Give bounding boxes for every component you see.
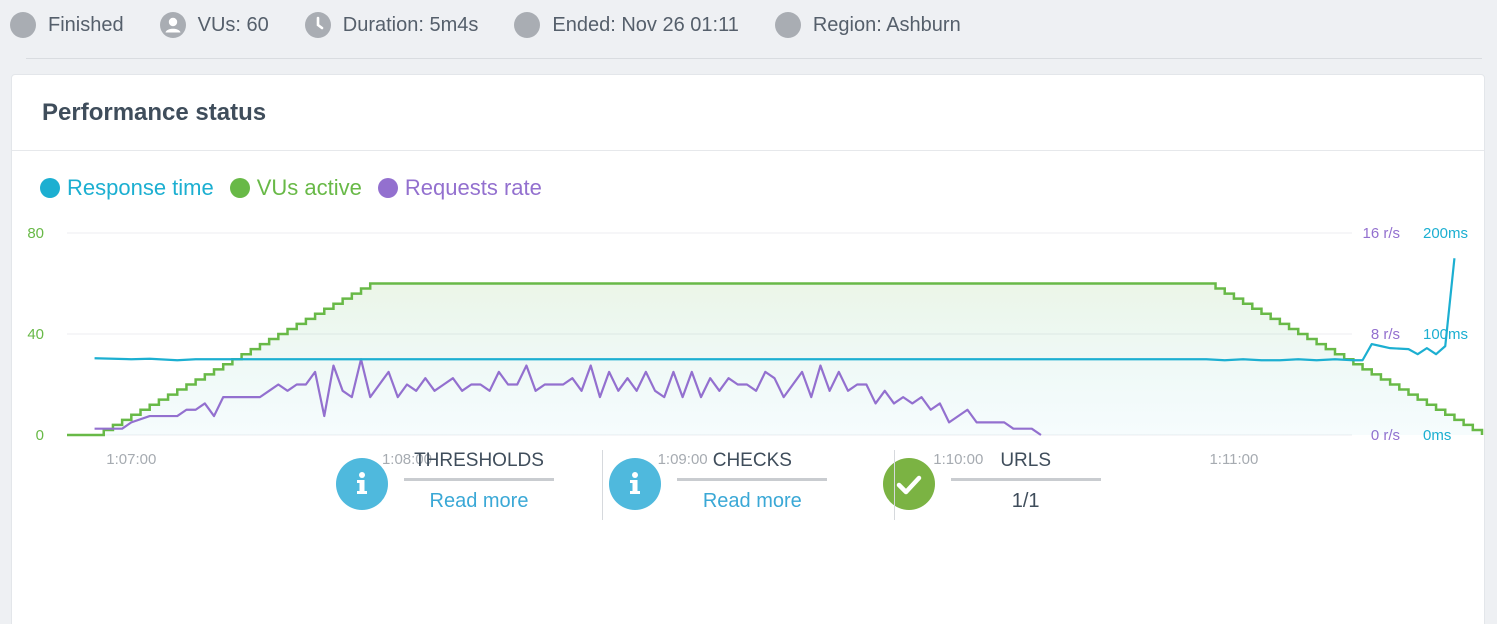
thresholds-info-icon xyxy=(336,458,388,510)
vus-active-line xyxy=(67,282,1484,437)
x-axis-tick-label: 1:11:00 xyxy=(1209,451,1258,468)
card-title: Performance status xyxy=(42,99,267,126)
x-axis-tick-label: 1:09:00 xyxy=(658,451,708,468)
legend-response-time-dot xyxy=(40,178,60,198)
chart-legend: Response time VUs active Requests rate xyxy=(40,175,558,201)
card-header-divider xyxy=(12,150,1484,151)
checks-read-more-link[interactable]: Read more xyxy=(702,490,802,512)
thresholds-block: THRESHOLDS Read more xyxy=(336,448,609,522)
summary-divider-1 xyxy=(602,450,603,520)
left-axis-tick-label: 0 xyxy=(36,427,44,444)
time-axis-tick-label: 200ms xyxy=(1423,225,1468,242)
urls-label: URLS xyxy=(950,450,1101,481)
performance-status-card: Performance status Response time VUs act… xyxy=(11,74,1485,624)
legend-vus-active-dot xyxy=(229,178,250,198)
x-axis-tick-label: 1:10:00 xyxy=(933,451,983,468)
globe-dot-icon xyxy=(774,12,801,38)
legend-vus-active-label: VUs active xyxy=(256,175,362,200)
rate-axis-tick-label: 8 r/s xyxy=(1371,326,1400,343)
urls-value[interactable]: 1/1 xyxy=(1011,490,1040,512)
status-duration: Duration: 5m4s xyxy=(304,12,479,38)
duration-label: Duration: 5m4s xyxy=(342,13,479,36)
urls-block: URLS 1/1 xyxy=(882,448,1156,522)
status-region: Region: Ashburn xyxy=(774,12,961,38)
checks-label: CHECKS xyxy=(677,450,828,481)
user-icon xyxy=(159,12,186,38)
status-finished: Finished xyxy=(10,12,124,38)
legend-response-time[interactable]: Response time xyxy=(40,175,214,201)
left-axis-tick-label: 40 xyxy=(27,326,44,343)
region-label: Region: Ashburn xyxy=(812,13,961,36)
status-dot-icon xyxy=(10,12,36,38)
clock-icon xyxy=(304,12,331,38)
status-label: Finished xyxy=(48,13,124,36)
legend-requests-rate-dot xyxy=(377,178,398,198)
legend-response-time-label: Response time xyxy=(67,175,214,200)
left-axis-tick-label: 80 xyxy=(27,225,44,242)
test-run-status-bar: Finished VUs: 60 Duration: 5m4s Ended: N… xyxy=(0,0,1497,50)
thresholds-label: THRESHOLDS xyxy=(404,450,554,481)
rate-axis-tick-label: 16 r/s xyxy=(1362,225,1400,242)
chart-series xyxy=(67,258,1484,437)
legend-requests-rate-label: Requests rate xyxy=(404,175,542,200)
top-divider xyxy=(26,58,1482,59)
legend-vus-active[interactable]: VUs active xyxy=(229,175,362,201)
status-vus: VUs: 60 xyxy=(159,12,269,38)
urls-check-icon xyxy=(882,458,935,510)
x-axis-tick-label: 1:07:00 xyxy=(106,451,156,468)
checks-block: CHECKS Read more xyxy=(609,448,882,522)
left-axis: 0 40 80 xyxy=(27,225,44,444)
vus-label: VUs: 60 xyxy=(197,13,269,36)
requests-rate-line xyxy=(94,358,1042,436)
status-ended: Ended: Nov 26 01:11 xyxy=(514,12,739,38)
x-axis-tick-label: 1:08:00 xyxy=(382,451,432,468)
x-axis: 1:07:00 1:08:00 1:09:00 1:10:00 1:11:00 xyxy=(106,451,1258,468)
ended-label: Ended: Nov 26 01:11 xyxy=(552,13,739,36)
response-time-line xyxy=(94,258,1456,362)
thresholds-read-more-link[interactable]: Read more xyxy=(429,490,529,512)
summary-divider-2 xyxy=(894,450,895,520)
legend-requests-rate[interactable]: Requests rate xyxy=(377,175,542,201)
summary-row: THRESHOLDS Read more CHECKS Read more UR… xyxy=(336,448,1156,522)
calendar-dot-icon xyxy=(514,12,541,38)
checks-info-icon xyxy=(609,458,662,510)
